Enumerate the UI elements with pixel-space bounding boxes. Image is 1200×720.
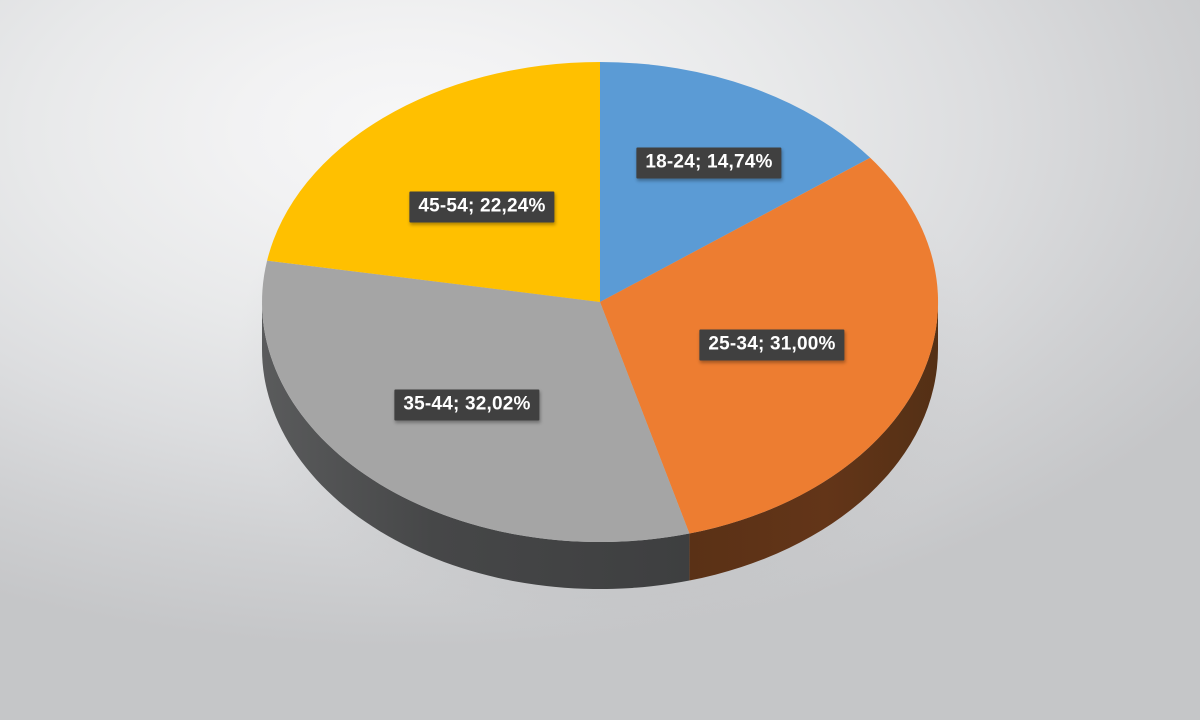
slice-side-25-34 [689,302,938,581]
slice-18-24[interactable] [600,62,871,302]
data-label-45-54: 45-54; 22,24% [409,191,555,223]
slice-45-54[interactable] [267,62,600,302]
slice-side-35-44 [261,302,690,590]
data-label-25-34: 25-34; 31,00% [699,329,845,361]
data-label-18-24: 18-24; 14,74% [636,147,782,179]
data-label-35-44: 35-44; 32,02% [394,389,540,421]
